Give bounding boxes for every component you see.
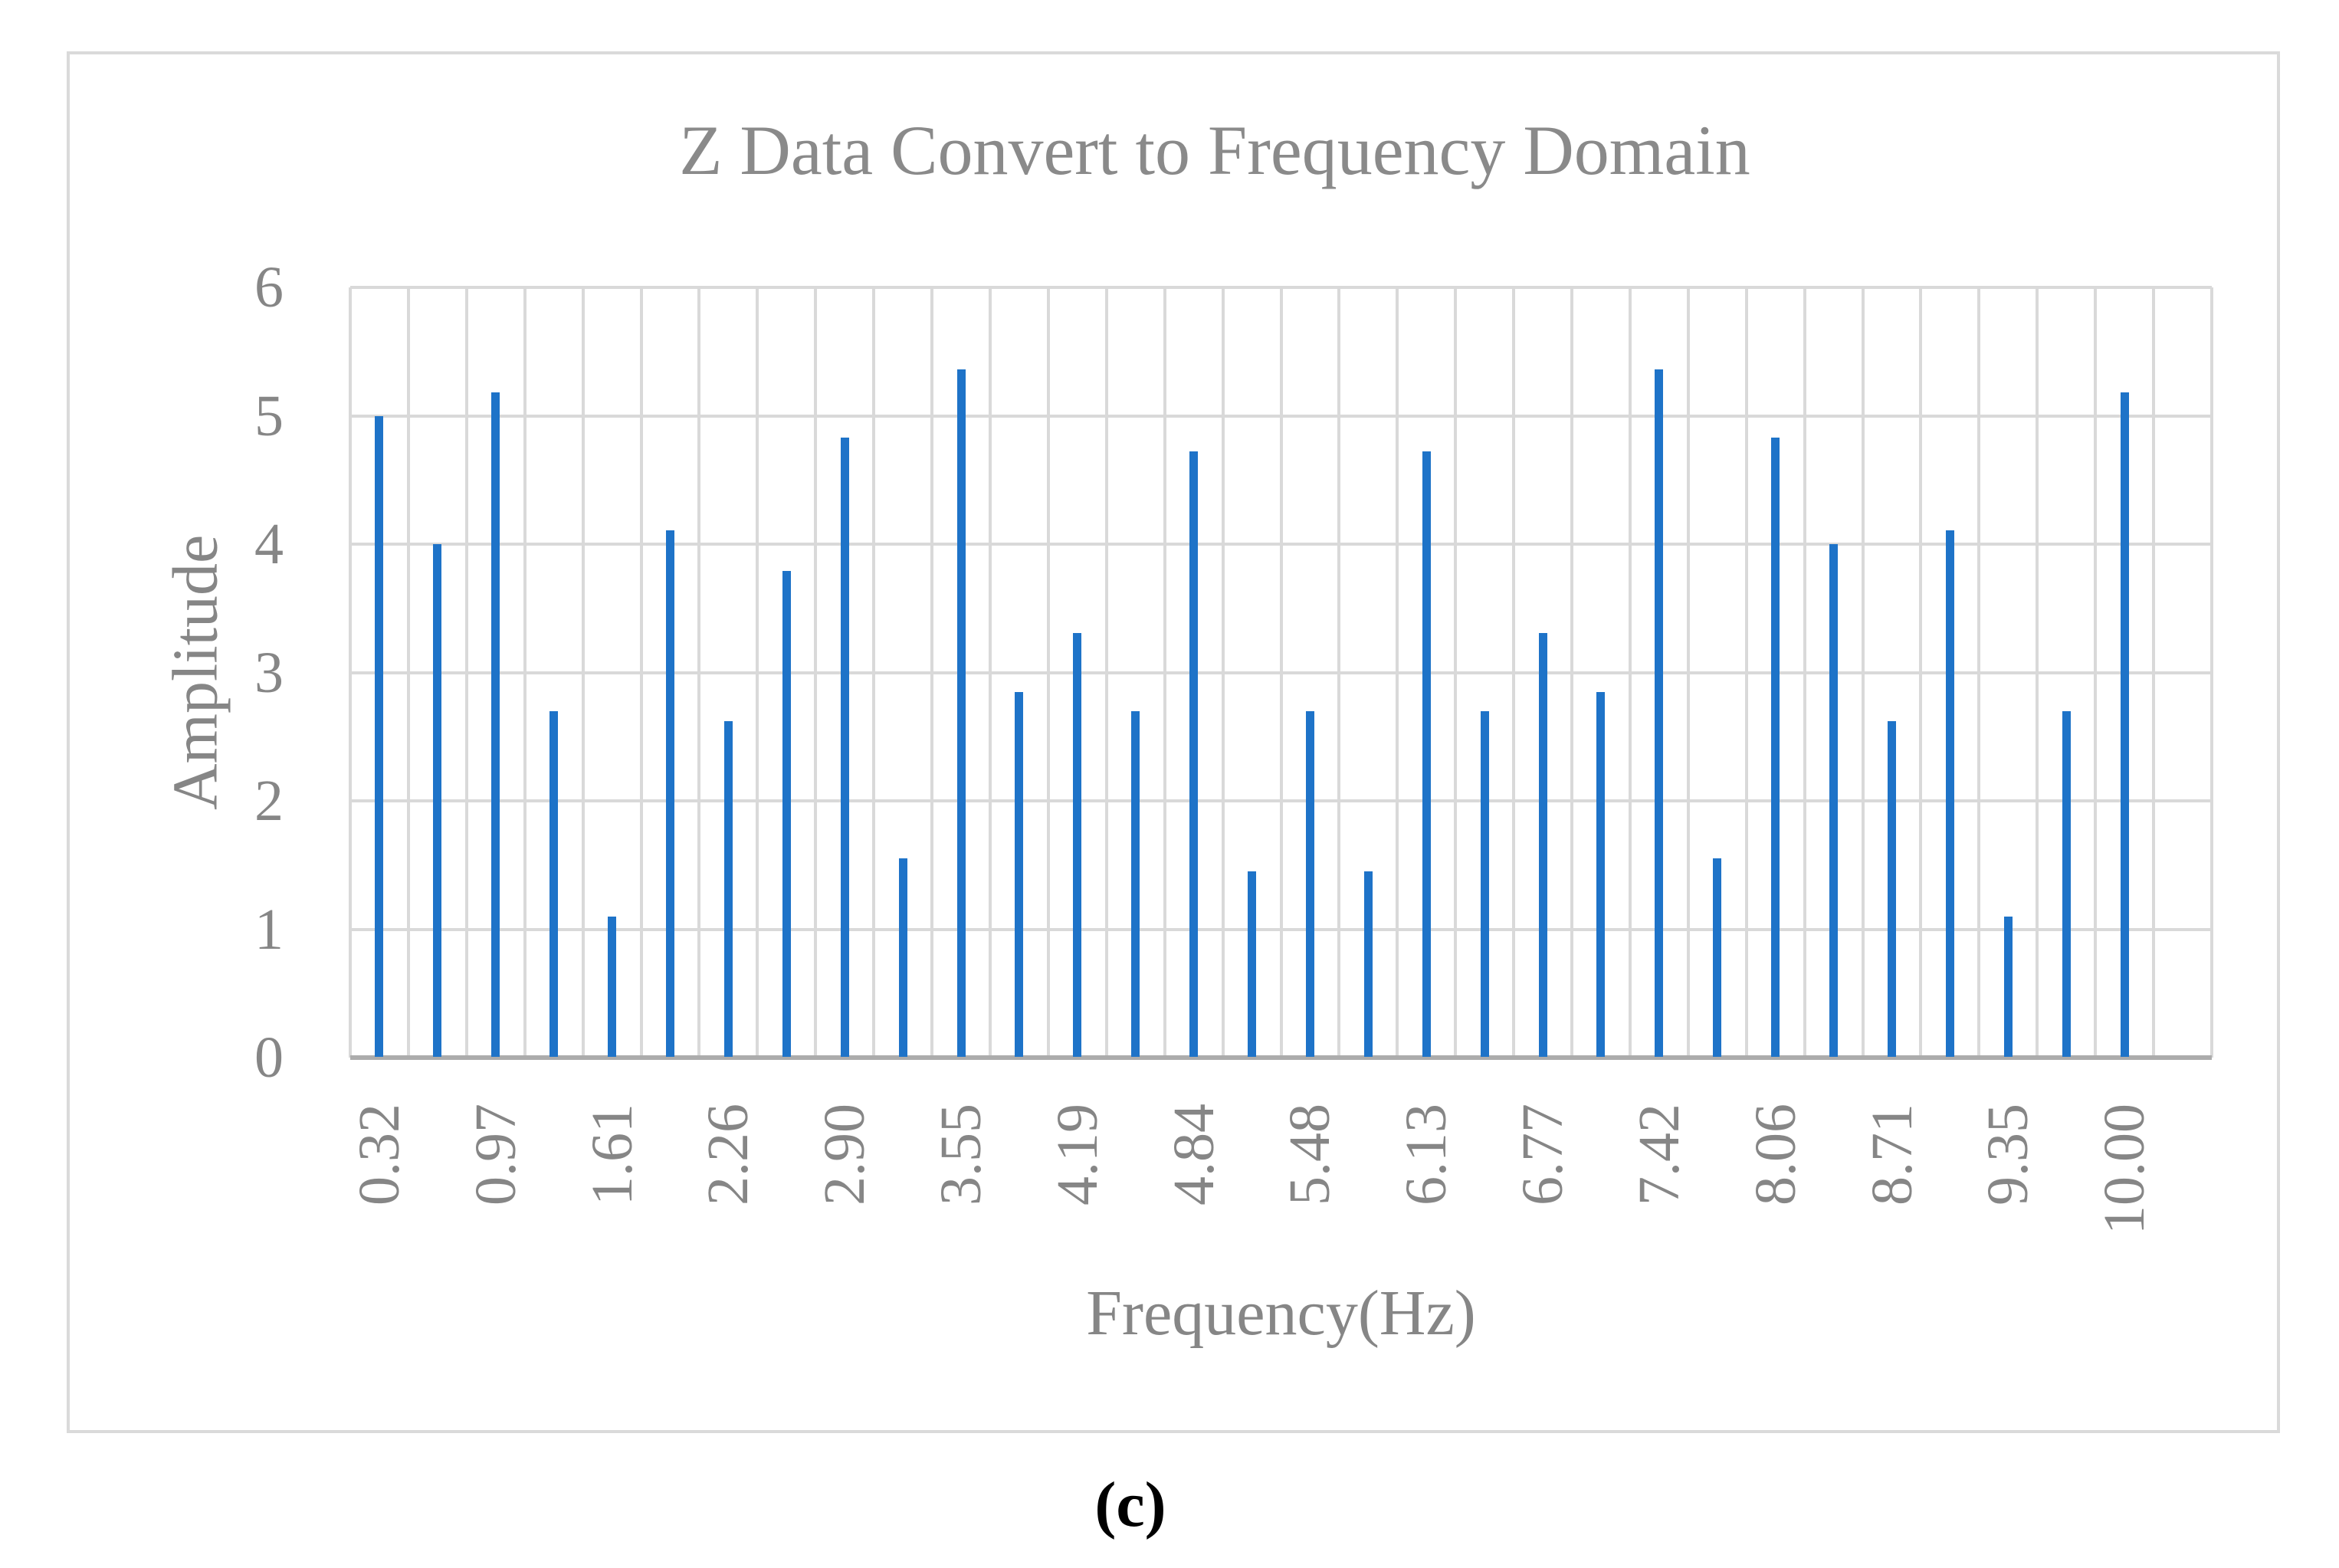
bar bbox=[375, 415, 384, 1057]
v-gridline bbox=[930, 287, 934, 1058]
bar bbox=[1248, 871, 1257, 1057]
v-gridline bbox=[2152, 287, 2156, 1058]
bar bbox=[433, 544, 442, 1057]
x-tick-label: 8.06 bbox=[1743, 1104, 1808, 1206]
y-tick-label: 3 bbox=[254, 640, 284, 705]
figure-border bbox=[67, 51, 2280, 1433]
bar bbox=[1131, 710, 1140, 1057]
x-tick-label: 0.32 bbox=[346, 1104, 412, 1206]
x-tick-label: 5.48 bbox=[1278, 1104, 1343, 1206]
x-tick-label: 8.71 bbox=[1859, 1104, 1924, 1206]
v-gridline bbox=[523, 287, 527, 1058]
v-gridline bbox=[988, 287, 992, 1058]
bar bbox=[1655, 369, 1664, 1057]
figure-caption: (c) bbox=[1094, 1469, 1166, 1540]
v-gridline bbox=[2094, 287, 2098, 1058]
bar bbox=[549, 710, 559, 1057]
bar bbox=[723, 721, 733, 1057]
y-tick-label: 2 bbox=[254, 769, 284, 833]
x-tick-label: 9.35 bbox=[1976, 1104, 2041, 1206]
x-tick-label: 0.97 bbox=[463, 1104, 528, 1206]
y-tick-label: 5 bbox=[254, 383, 284, 448]
bar bbox=[608, 916, 617, 1057]
bar bbox=[665, 530, 674, 1057]
x-tick-label: 10.00 bbox=[2092, 1104, 2157, 1235]
v-gridline bbox=[756, 287, 759, 1058]
bar bbox=[1538, 632, 1547, 1057]
y-tick-label: 4 bbox=[254, 512, 284, 576]
bar bbox=[1073, 632, 1082, 1057]
x-tick-label: 2.26 bbox=[696, 1104, 761, 1206]
v-gridline bbox=[1570, 287, 1574, 1058]
x-tick-label: 4.84 bbox=[1161, 1104, 1226, 1206]
bar bbox=[2062, 710, 2071, 1057]
chart-title: Z Data Convert to Frequency Domain bbox=[679, 111, 1750, 189]
x-tick-label: 7.42 bbox=[1626, 1104, 1691, 1206]
x-tick-label: 6.13 bbox=[1394, 1104, 1459, 1206]
v-gridline bbox=[581, 287, 585, 1058]
x-tick-label: 3.55 bbox=[929, 1104, 994, 1206]
y-tick-label: 6 bbox=[254, 255, 284, 320]
y-tick-label: 1 bbox=[254, 897, 284, 962]
v-gridline bbox=[1919, 287, 1923, 1058]
v-gridline bbox=[1163, 287, 1166, 1058]
x-tick-label: 4.19 bbox=[1045, 1104, 1110, 1206]
bar bbox=[1015, 691, 1024, 1057]
v-gridline bbox=[1279, 287, 1283, 1058]
x-axis-line bbox=[350, 1055, 2212, 1060]
bar bbox=[898, 858, 907, 1057]
bar bbox=[1422, 451, 1431, 1057]
v-gridline bbox=[1454, 287, 1458, 1058]
v-gridline bbox=[872, 287, 876, 1058]
v-gridline bbox=[639, 287, 643, 1058]
bar bbox=[491, 392, 500, 1057]
v-gridline bbox=[464, 287, 468, 1058]
v-gridline bbox=[697, 287, 701, 1058]
v-gridline bbox=[2036, 287, 2039, 1058]
v-gridline bbox=[1046, 287, 1050, 1058]
bar bbox=[1363, 871, 1373, 1057]
x-axis-title: Frequency(Hz) bbox=[1086, 1278, 1476, 1349]
bar bbox=[1596, 691, 1606, 1057]
v-gridline bbox=[1686, 287, 1690, 1058]
v-gridline bbox=[1396, 287, 1399, 1058]
v-gridline bbox=[406, 287, 410, 1058]
bar bbox=[2003, 916, 2013, 1057]
x-tick-label: 2.90 bbox=[812, 1104, 878, 1206]
v-gridline bbox=[1512, 287, 1516, 1058]
bar bbox=[1189, 451, 1199, 1057]
y-tick-label: 0 bbox=[254, 1025, 284, 1090]
v-gridline bbox=[349, 287, 352, 1058]
bar bbox=[1829, 544, 1839, 1057]
v-gridline bbox=[1337, 287, 1341, 1058]
bar bbox=[782, 571, 791, 1057]
v-gridline bbox=[1221, 287, 1225, 1058]
v-gridline bbox=[1628, 287, 1632, 1058]
v-gridline bbox=[2210, 287, 2213, 1058]
bar bbox=[1888, 721, 1897, 1057]
bar bbox=[1771, 437, 1780, 1057]
x-tick-label: 6.77 bbox=[1511, 1104, 1576, 1206]
bar bbox=[1945, 530, 1954, 1057]
v-gridline bbox=[1977, 287, 1981, 1058]
x-tick-label: 1.61 bbox=[579, 1104, 645, 1206]
v-gridline bbox=[1744, 287, 1748, 1058]
bar bbox=[1713, 858, 1722, 1057]
bar bbox=[2120, 392, 2129, 1057]
v-gridline bbox=[1861, 287, 1865, 1058]
bar bbox=[1305, 710, 1314, 1057]
v-gridline bbox=[1803, 287, 1806, 1058]
v-gridline bbox=[814, 287, 818, 1058]
bar bbox=[956, 369, 966, 1057]
bar bbox=[1480, 710, 1489, 1057]
bar bbox=[840, 437, 849, 1057]
v-gridline bbox=[1104, 287, 1108, 1058]
